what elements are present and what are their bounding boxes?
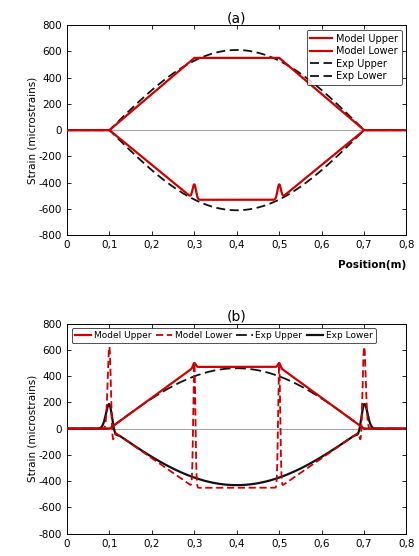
Y-axis label: Strain (microstrains): Strain (microstrains) (27, 375, 37, 482)
Line: Exp Upper: Exp Upper (67, 50, 406, 130)
Model Upper (226, 364, 231, 370)
Model Upper (65, 425, 70, 432)
Exp Lower (210, 203, 215, 210)
Model Upper (393, 425, 398, 432)
Model Lower (377, 127, 382, 133)
Line: Model Upper: Model Upper (67, 58, 406, 130)
Exp Lower (377, 127, 382, 133)
Model Lower (201, 484, 206, 491)
Exp Lower (362, 401, 367, 408)
Exp Upper (65, 127, 70, 133)
Exp Lower (226, 481, 231, 488)
Model Upper (210, 364, 215, 370)
Model Lower (210, 484, 215, 491)
Exp Upper (234, 365, 239, 371)
Model Lower (404, 127, 409, 133)
Model Lower (107, 344, 112, 350)
Exp Upper (207, 51, 212, 58)
Exp Upper (404, 425, 409, 432)
Legend: Model Upper, Model Lower, Exp Upper, Exp Lower: Model Upper, Model Lower, Exp Upper, Exp… (72, 328, 376, 344)
Model Upper (311, 84, 316, 91)
Model Upper (192, 360, 197, 366)
Model Upper (404, 425, 409, 432)
Title: (a): (a) (227, 11, 246, 25)
Exp Upper (226, 47, 231, 54)
Model Lower (207, 484, 212, 491)
Y-axis label: Strain (microstrains): Strain (microstrains) (27, 77, 37, 183)
Model Lower (210, 196, 215, 203)
Exp Lower (393, 425, 398, 432)
Exp Lower (207, 202, 212, 209)
Model Upper (311, 389, 316, 395)
Exp Lower (234, 207, 239, 214)
Exp Lower (404, 127, 409, 133)
Exp Upper (311, 80, 316, 87)
Exp Lower (311, 173, 316, 180)
Model Upper (210, 54, 215, 61)
Exp Lower (210, 479, 215, 486)
Model Upper (192, 54, 197, 61)
Exp Lower (234, 482, 239, 489)
Line: Exp Lower: Exp Lower (67, 404, 406, 485)
Exp Upper (207, 368, 212, 375)
Exp Upper (234, 47, 239, 53)
Exp Upper (311, 390, 316, 397)
Exp Upper (210, 50, 215, 57)
Model Lower (206, 196, 211, 203)
Model Lower (393, 127, 398, 133)
Model Upper (377, 127, 382, 133)
Exp Lower (311, 458, 316, 465)
Model Lower (311, 460, 316, 467)
Model Upper (207, 364, 212, 370)
Legend: Model Upper, Model Lower, Exp Upper, Exp Lower: Model Upper, Model Lower, Exp Upper, Exp… (307, 30, 401, 85)
Exp Upper (377, 425, 382, 432)
Model Lower (393, 425, 398, 432)
Line: Model Upper: Model Upper (67, 363, 406, 429)
Model Lower (404, 425, 409, 432)
Exp Upper (226, 365, 231, 372)
Line: Model Lower: Model Lower (67, 130, 406, 200)
Line: Exp Lower: Exp Lower (67, 130, 406, 210)
Exp Lower (226, 206, 231, 213)
Model Upper (226, 54, 231, 61)
Exp Lower (377, 425, 382, 432)
Exp Upper (210, 368, 215, 374)
Exp Lower (393, 127, 398, 133)
Model Lower (65, 127, 70, 133)
Text: Position(m): Position(m) (338, 260, 406, 270)
Exp Lower (404, 425, 409, 432)
Model Upper (207, 54, 212, 61)
Model Lower (226, 196, 231, 203)
Line: Model Lower: Model Lower (67, 347, 406, 488)
Model Lower (207, 196, 212, 203)
Exp Upper (404, 127, 409, 133)
Exp Upper (377, 127, 382, 133)
Title: (b): (b) (227, 310, 247, 324)
Exp Lower (65, 425, 70, 432)
Exp Upper (393, 127, 398, 133)
Model Upper (377, 425, 382, 432)
Model Lower (311, 168, 316, 175)
Exp Lower (207, 479, 212, 485)
Model Upper (393, 127, 398, 133)
Exp Upper (393, 425, 398, 432)
Exp Upper (65, 425, 70, 432)
Model Upper (65, 127, 70, 133)
Line: Exp Upper: Exp Upper (67, 368, 406, 429)
Model Lower (226, 484, 231, 491)
Model Upper (404, 127, 409, 133)
Exp Lower (65, 127, 70, 133)
Model Lower (377, 425, 382, 432)
Model Lower (65, 425, 70, 432)
